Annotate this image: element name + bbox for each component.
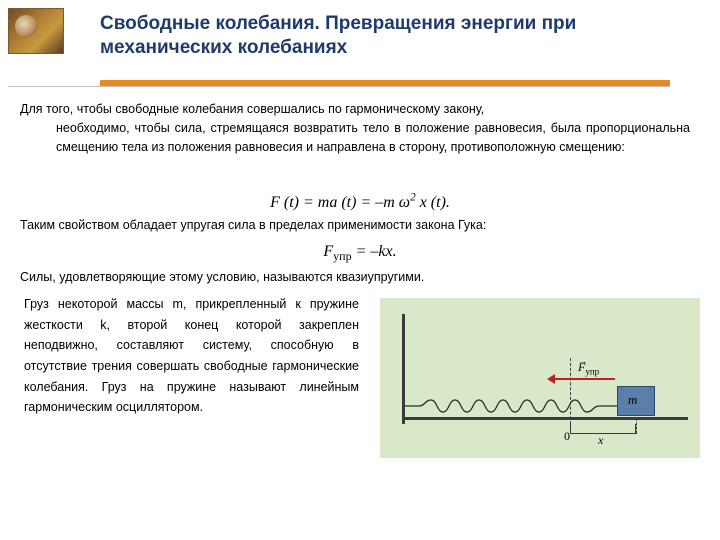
figure-force-label: → Fупр <box>578 360 599 376</box>
figure-origin-dashline <box>570 358 571 434</box>
slide-title: Свободные колебания. Превращения энергии… <box>100 12 680 60</box>
figure-background <box>380 298 700 458</box>
equation-2: Fупр = –kx. <box>0 240 720 265</box>
eq2-sub: упр <box>333 249 351 263</box>
figure-x-label: x <box>598 433 603 448</box>
figure-force-arrow <box>550 378 615 380</box>
figure-mass-dashline <box>636 418 637 434</box>
equation-1: F (t) = ma (t) = –m ω2 x (t). <box>0 190 720 215</box>
figure-mass-label: m <box>628 392 637 408</box>
eq2-F: F <box>323 243 333 260</box>
paragraph-1-rest: необходимо, чтобы сила, стремящаяся возв… <box>56 119 690 157</box>
eq2-tail: = –kx. <box>352 243 397 260</box>
divider-rule <box>8 86 670 87</box>
figure-force-sub: упр <box>585 366 599 376</box>
paragraph-3: Силы, удовлетворяющие этому условию, наз… <box>20 268 690 287</box>
spring-mass-figure: → Fупр m 0 x <box>380 298 700 458</box>
figure-floor <box>402 417 688 420</box>
paragraph-1: Для того, чтобы свободные колебания сове… <box>20 100 690 156</box>
figure-spring <box>405 398 617 414</box>
paragraph-1-first: Для того, чтобы свободные колебания сове… <box>20 102 484 116</box>
paragraph-2: Таким свойством обладает упругая сила в … <box>20 216 690 235</box>
paragraph-4: Груз некоторой массы m, прикрепленный к … <box>24 294 359 418</box>
slide-decorative-icon <box>8 8 64 54</box>
